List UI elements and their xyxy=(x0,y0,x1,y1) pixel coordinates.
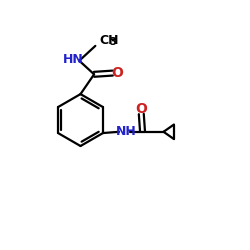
Text: NH: NH xyxy=(116,125,136,138)
Text: O: O xyxy=(111,66,123,80)
Text: CH: CH xyxy=(100,34,119,47)
Text: 3: 3 xyxy=(109,38,116,48)
Text: O: O xyxy=(135,102,147,116)
Text: HN: HN xyxy=(63,53,84,66)
